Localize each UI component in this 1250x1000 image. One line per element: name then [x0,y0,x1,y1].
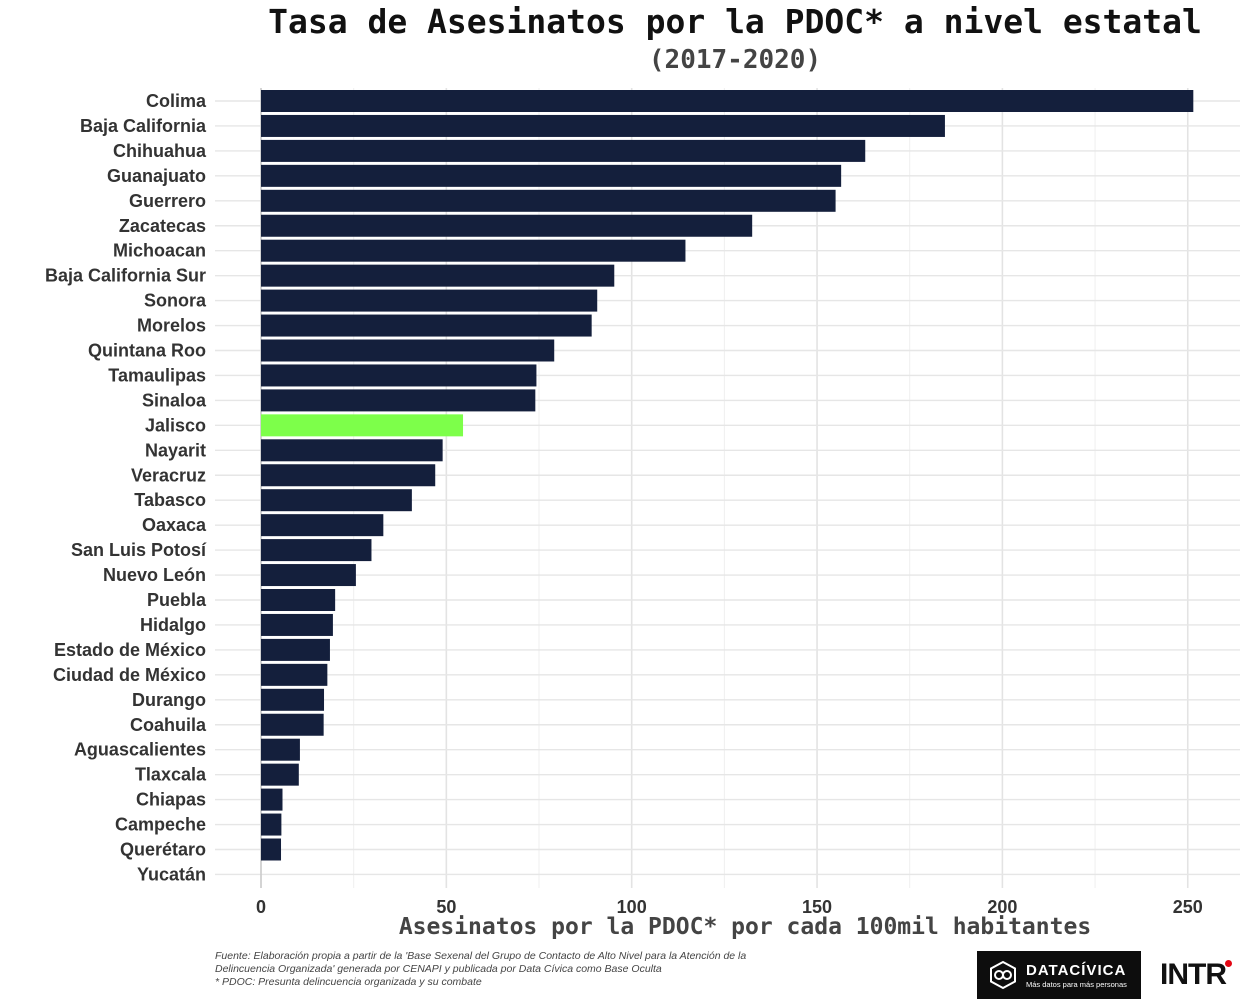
bar-tamaulipas [261,364,537,387]
bar-quintana-roo [261,339,555,362]
x-axis-label: Asesinatos por la PDOC* por cada 100mil … [398,914,1092,940]
datacivica-tagline: Más datos para más personas [1026,979,1127,989]
category-label: Veracruz [131,465,206,485]
source-note: Fuente: Elaboración propia a partir de l… [215,950,835,989]
bar-michoacan [261,239,686,262]
source-line: * PDOC: Presunta delincuencia organizada… [215,976,482,988]
category-label: Zacatecas [119,216,206,236]
category-label: Tabasco [134,490,206,510]
bar-zacatecas [261,214,753,237]
x-tick-label: 100 [617,897,647,917]
category-label: Coahuila [130,715,207,735]
bar-sinaloa [261,389,536,412]
bar-colima [261,90,1194,112]
bar-guanajuato [261,164,842,187]
category-label: Michoacan [113,241,206,261]
category-label: Guanajuato [107,166,206,186]
datacivica-mark-icon [990,960,1016,990]
category-label: Tamaulipas [108,365,206,385]
bar-sonora [261,289,598,312]
bar-chihuahua [261,139,866,162]
x-tick-label: 150 [802,897,832,917]
bar-baja-california [261,114,945,137]
bar-tlaxcala [261,763,299,786]
category-label: Guerrero [129,191,206,211]
category-label: Baja California Sur [45,266,206,286]
category-label: Morelos [137,316,206,336]
bar-nuevo-le-n [261,564,356,587]
bar-ciudad-de-m-xico [261,663,328,686]
bar-veracruz [261,464,436,487]
bar-aguascalientes [261,738,300,761]
datacivica-name: DATACÍVICA [1026,961,1127,979]
category-label: Aguascalientes [74,740,206,760]
bar-hidalgo [261,613,333,636]
category-label: Puebla [147,590,207,610]
category-label: Baja California [80,116,207,136]
category-label: Hidalgo [140,615,206,635]
category-label: Chihuahua [113,141,207,161]
category-label: Durango [132,690,206,710]
bar-chiapas [261,788,283,811]
bar-oaxaca [261,514,384,537]
bar-campeche [261,813,282,836]
chart-subtitle: (2017-2020) [648,45,822,75]
category-label: Colima [146,91,207,111]
category-label: Estado de México [54,640,206,660]
bar-morelos [261,314,592,337]
intr-logo-text: INTR [1160,958,1227,991]
x-tick-label: 0 [256,897,266,917]
bar-guerrero [261,189,836,212]
category-label: Tlaxcala [135,765,207,785]
bar-san-luis-potos- [261,539,372,562]
category-label: Querétaro [120,840,206,860]
bar-durango [261,688,325,711]
bar-puebla [261,589,336,611]
bar-baja-california-sur [261,264,615,287]
source-line: Fuente: Elaboración propia a partir de l… [215,950,747,962]
x-tick-label: 200 [987,897,1017,917]
category-label: Oaxaca [142,515,207,535]
x-tick-label: 50 [436,897,456,917]
bar-jalisco [261,414,464,437]
x-tick-label: 250 [1173,897,1203,917]
source-line: Delincuencia Organizada' generada por CE… [215,963,662,975]
category-label: Jalisco [145,415,206,435]
bar-quer-taro [261,838,282,861]
bar-tabasco [261,489,412,512]
intr-logo: INTR [1160,958,1232,992]
category-label: San Luis Potosí [71,540,207,560]
category-label: Sinaloa [142,390,207,410]
x-tick-labels: 0 50 100 150 200 250 [256,897,1203,917]
bars [261,90,1194,861]
category-label: Campeche [115,815,206,835]
bar-estado-de-m-xico [261,638,330,661]
datacivica-logo: DATACÍVICA Más datos para más personas [977,951,1141,999]
category-label: Nayarit [145,440,206,460]
category-label: Quintana Roo [88,341,206,361]
chart-title: Tasa de Asesinatos por la PDOC* a nivel … [268,2,1202,41]
category-label: Ciudad de México [53,665,206,685]
category-label: Chiapas [136,790,206,810]
category-label: Nuevo León [103,565,206,585]
category-label: Sonora [144,291,207,311]
category-labels: Colima Baja California Chihuahua Guanajuato… [45,91,207,884]
bar-coahuila [261,713,324,736]
category-label: Yucatán [137,864,206,884]
bar-nayarit [261,439,443,462]
intr-dot-icon [1225,960,1232,967]
